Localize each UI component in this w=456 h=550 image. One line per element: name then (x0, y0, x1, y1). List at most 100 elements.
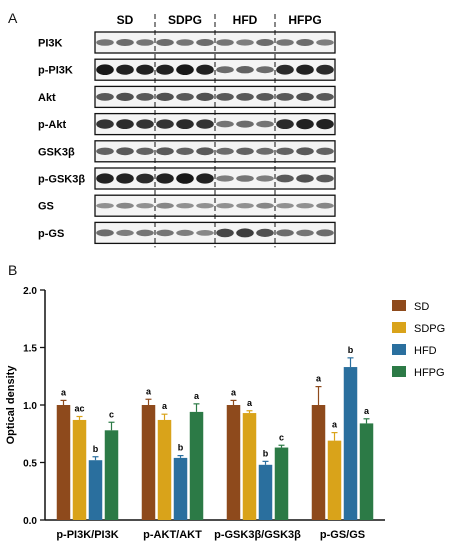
blot-band (136, 147, 154, 155)
blot-band (156, 119, 174, 129)
blot-band (296, 119, 314, 130)
blot-band (116, 92, 134, 101)
bar (226, 405, 241, 520)
blot-band (176, 64, 194, 75)
blot-band (196, 39, 214, 46)
blot-band (196, 173, 214, 184)
blot-band (116, 39, 134, 46)
blot-band (276, 93, 294, 101)
significance-letter: a (162, 401, 168, 411)
blot-band (256, 66, 274, 74)
blot-row-label: GSK3β (38, 146, 75, 158)
blot-band (316, 39, 334, 46)
blot-band (196, 147, 214, 156)
blot-row-label: p-Akt (38, 119, 66, 131)
blot-band (116, 173, 134, 184)
blot-band (236, 175, 254, 182)
blot-band (316, 64, 334, 75)
blot-band (96, 119, 114, 129)
blot-row-label: p-PI3K (38, 65, 73, 77)
blot-band (96, 203, 114, 209)
blot-band (156, 147, 174, 156)
blot-band (316, 119, 334, 130)
blot-row-label: GS (38, 201, 54, 213)
blot-band (176, 147, 194, 155)
category-label: p-GS/GS (320, 529, 365, 541)
blot-band (196, 92, 214, 101)
blot-band (256, 175, 274, 182)
blot-band (96, 229, 114, 237)
blot-band (276, 119, 294, 129)
significance-letter: b (348, 345, 354, 355)
blot-band (236, 120, 254, 128)
bar (242, 413, 257, 520)
blot-band (136, 173, 154, 184)
blot-band (296, 64, 314, 75)
significance-letter: a (194, 391, 200, 401)
significance-letter: c (279, 432, 284, 442)
blot-band (296, 92, 314, 101)
category-label: p-GSK3β/GSK3β (214, 529, 301, 541)
bar (72, 419, 87, 520)
blot-band (156, 92, 174, 101)
blot-band (116, 229, 134, 236)
bar (104, 430, 119, 520)
blot-band (116, 147, 134, 156)
bar (258, 464, 273, 520)
blot-band (156, 64, 174, 75)
blot-band (276, 64, 294, 75)
bar (56, 405, 71, 520)
legend-swatch (392, 366, 406, 377)
blot-band (136, 64, 154, 75)
legend-swatch (392, 344, 406, 355)
blot-band (316, 174, 334, 183)
blot-group-label: SDPG (168, 13, 202, 27)
blot-band (296, 147, 314, 156)
blot-band (196, 119, 214, 129)
blot-band (256, 93, 274, 101)
blot-band (236, 93, 254, 101)
legend-label: SDPG (414, 323, 445, 335)
blot-band (96, 64, 114, 75)
blot-band (96, 39, 114, 46)
bar (88, 460, 103, 520)
blot-band (216, 93, 234, 101)
blot-band (236, 66, 254, 74)
bar (311, 405, 326, 520)
blot-band (236, 147, 254, 155)
blot-band (96, 147, 114, 155)
blot-row-label: Akt (38, 92, 56, 104)
significance-letter: a (364, 406, 370, 416)
significance-letter: a (247, 398, 253, 408)
bar (343, 367, 358, 520)
blot-band (136, 39, 154, 46)
blot-band (156, 39, 174, 46)
legend-swatch (392, 322, 406, 333)
blot-band (276, 147, 294, 155)
blot-band (316, 147, 334, 155)
blot-band (256, 202, 274, 209)
significance-letter: a (146, 386, 152, 396)
blot-group-label: HFD (233, 13, 258, 27)
blot-band (316, 93, 334, 101)
y-axis-label: Optical density (5, 365, 17, 445)
significance-letter: ac (74, 404, 84, 414)
blot-row-label: p-GS (38, 228, 64, 240)
bar (359, 423, 374, 520)
blot-band (296, 39, 314, 46)
blot-band (276, 174, 294, 183)
blot-band (196, 230, 214, 236)
blot-band (276, 203, 294, 209)
blot-band (216, 120, 234, 128)
blot-band (136, 203, 154, 209)
blot-band (96, 173, 114, 184)
blot-band (216, 228, 234, 238)
blot-band (256, 228, 274, 237)
blot-row-label: p-GSK3β (38, 174, 85, 186)
significance-letter: a (332, 420, 338, 430)
bar (189, 411, 204, 520)
panel-a-letter: A (8, 10, 18, 26)
blot-band (176, 203, 194, 209)
blot-band (236, 228, 254, 238)
